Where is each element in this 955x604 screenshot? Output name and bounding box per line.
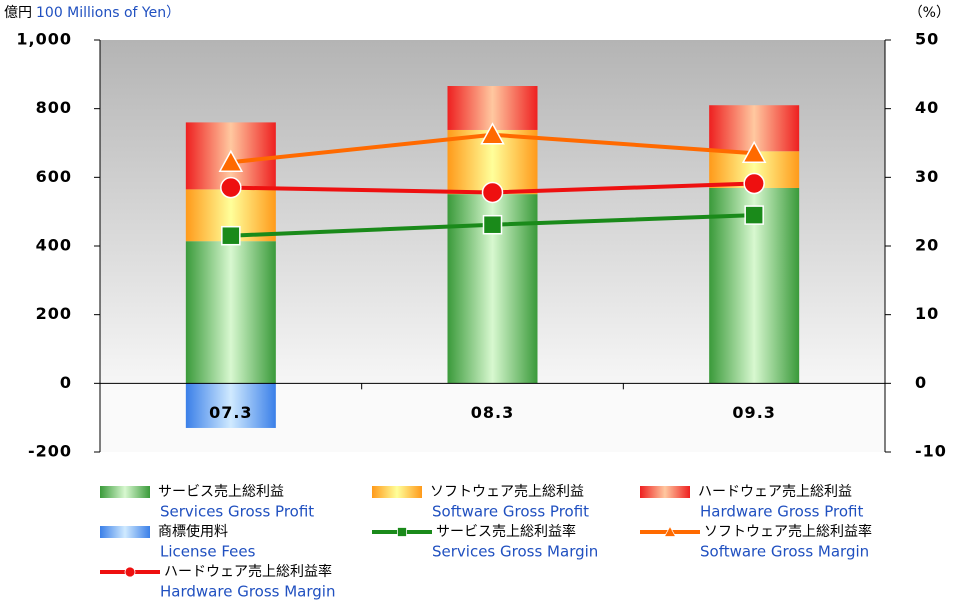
line-marker <box>743 172 765 195</box>
legend-label: ソフトウェア売上総利益 <box>430 484 584 500</box>
legend-swatch <box>100 526 150 538</box>
y2-tick-label: 10 <box>915 304 939 323</box>
line-marker <box>482 214 503 235</box>
legend-label-en: Hardware Gross Profit <box>700 503 863 521</box>
legend-label: 商標使用料 <box>158 523 228 540</box>
legend-swatch <box>640 486 690 498</box>
line-marker <box>741 140 767 164</box>
x-tick-label: 08.3 <box>471 403 514 422</box>
y-tick-label: 200 <box>36 304 72 323</box>
legend-marker <box>124 566 136 578</box>
legend-label-en: Services Gross Profit <box>160 503 314 521</box>
x-tick-label: 09.3 <box>732 403 775 422</box>
legend-marker <box>397 527 407 537</box>
line-marker <box>480 122 505 145</box>
legend-label-en: Hardware Gross Margin <box>160 583 335 601</box>
y2-tick-label: -10 <box>915 442 947 461</box>
legend-label-en: Software Gross Margin <box>700 543 869 561</box>
y-tick-label: 1,000 <box>16 30 72 49</box>
y-tick-label: 0 <box>60 373 72 392</box>
legend-label: サービス売上総利益率 <box>436 523 576 540</box>
y-label: 100 Millions of Yen） <box>36 5 180 21</box>
x-tick-label: 07.3 <box>209 403 252 422</box>
legend-label: ハードウェア売上総利益 <box>698 484 852 500</box>
bar <box>185 383 276 428</box>
y-tick-label: 400 <box>36 236 72 255</box>
legend-label-en: Software Gross Profit <box>432 503 589 521</box>
legend-swatch <box>372 486 422 498</box>
y2-label: （%） <box>909 5 950 21</box>
line-marker <box>744 205 764 225</box>
legend-label: ハードウェア売上総利益率 <box>164 563 332 580</box>
y-unit: 億円 <box>4 5 32 21</box>
line-marker <box>218 149 244 172</box>
line-marker <box>220 176 242 199</box>
line-marker <box>481 181 504 204</box>
legend-label: サービス売上総利益 <box>158 484 284 500</box>
legend-label: ソフトウェア売上総利益率 <box>704 523 872 540</box>
y-tick-label: 600 <box>36 167 72 186</box>
y2-tick-label: 30 <box>915 167 939 186</box>
y2-tick-label: 0 <box>915 373 927 392</box>
legend-label-en: Services Gross Margin <box>432 543 598 561</box>
legend-label-en: License Fees <box>160 543 256 561</box>
y2-tick-label: 20 <box>915 236 939 255</box>
line-marker <box>221 225 241 246</box>
y2-tick-label: 40 <box>915 98 939 117</box>
y-tick-label: -200 <box>28 442 72 461</box>
y2-tick-label: 50 <box>915 30 939 49</box>
legend-swatch <box>100 486 150 498</box>
legend-marker <box>663 525 677 537</box>
y-tick-label: 800 <box>36 98 72 117</box>
bar <box>185 241 276 384</box>
